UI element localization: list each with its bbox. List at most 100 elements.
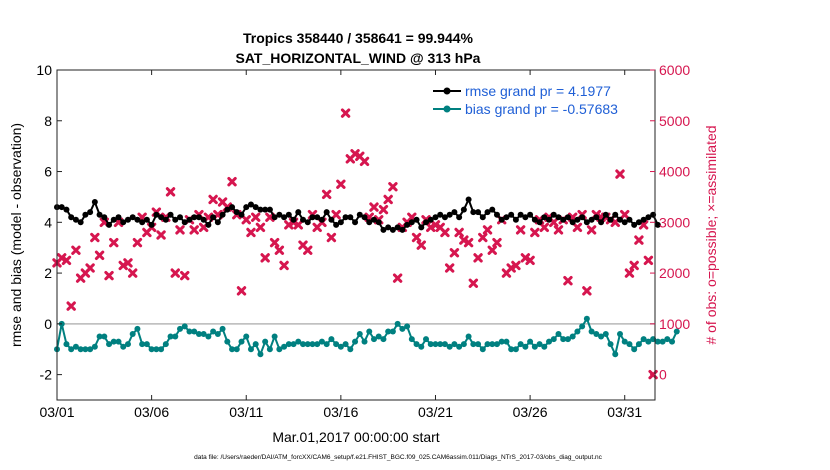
rmse-point-97 <box>512 216 519 223</box>
rmse-point-10 <box>101 214 108 221</box>
rmse-point-45 <box>266 206 273 213</box>
rmse-point-13 <box>115 214 122 221</box>
chart-title-line-1: Tropics 358440 / 358641 = 99.944% <box>243 30 474 46</box>
x-tick-label-3: 03/16 <box>323 404 358 420</box>
obs-marker-7 <box>85 263 95 273</box>
rmse-point-50 <box>290 216 297 223</box>
bias-point-128 <box>659 338 666 345</box>
obs-marker-100 <box>525 255 535 266</box>
x-axis-ticks: 03/01 03/06 03/11 03/16 03/21 03/26 03/31 <box>39 70 642 420</box>
obs-marker-85 <box>454 227 464 238</box>
obs-marker-39 <box>236 286 247 296</box>
obs-marker-84 <box>449 248 460 258</box>
rmse-point-9 <box>96 211 103 218</box>
x-tick-label-5: 03/26 <box>513 404 548 420</box>
bias-point-50 <box>290 341 297 348</box>
bias-point-15 <box>124 341 131 348</box>
rmse-point-4 <box>72 216 79 223</box>
bias-point-43 <box>257 351 264 358</box>
obs-marker-45 <box>265 212 275 222</box>
obs-marker-37 <box>227 176 237 187</box>
y-left-tick-label-1: 0 <box>44 316 52 332</box>
bias-point-3 <box>68 346 75 353</box>
rmse-point-48 <box>281 214 288 221</box>
bias-point-54 <box>309 341 316 348</box>
bias-point-76 <box>413 341 420 348</box>
obs-marker-98 <box>515 225 526 235</box>
bias-point-47 <box>276 346 283 353</box>
rmse-point-52 <box>300 216 307 223</box>
bias-point-77 <box>418 343 425 350</box>
bias-point-115 <box>598 333 605 340</box>
rmse-point-101 <box>531 216 538 223</box>
y-axis-right-ticks: 0 1000 2000 3000 4000 5000 6000 <box>650 62 690 383</box>
bias-point-96 <box>508 346 515 353</box>
obs-marker-24 <box>165 187 176 197</box>
rmse-point-14 <box>120 219 127 226</box>
legend: rmse grand pr = 4.1977 bias grand pr = -… <box>433 83 618 117</box>
bias-point-86 <box>460 341 467 348</box>
bias-point-112 <box>583 315 590 322</box>
bias-point-98 <box>517 341 524 348</box>
rmse-point-98 <box>517 211 524 218</box>
bias-point-91 <box>484 341 491 348</box>
obs-marker-82 <box>440 227 450 238</box>
bias-point-41 <box>247 346 254 353</box>
obs-marker-12 <box>109 237 119 248</box>
rmse-point-20 <box>148 221 155 228</box>
bias-point-92 <box>489 341 496 348</box>
obs-marker-106 <box>553 225 564 235</box>
obs-marker-113 <box>586 225 597 235</box>
rmse-point-73 <box>399 226 406 233</box>
bias-point-94 <box>498 338 505 345</box>
bias-point-119 <box>616 331 623 337</box>
obs-marker-2 <box>61 255 72 266</box>
rmse-point-42 <box>252 204 259 211</box>
obs-marker-40 <box>241 215 251 225</box>
rmse-point-93 <box>493 211 500 218</box>
obs-marker-76 <box>411 232 422 243</box>
bias-point-4 <box>72 343 79 350</box>
rmse-point-2 <box>63 206 70 213</box>
bias-point-65 <box>361 338 368 345</box>
obs-marker-72 <box>392 273 403 283</box>
rmse-point-72 <box>394 224 401 231</box>
rmse-point-103 <box>541 214 548 221</box>
rmse-point-41 <box>247 201 254 208</box>
obs-marker-43 <box>255 222 266 233</box>
bias-point-20 <box>148 346 155 353</box>
bias-point-107 <box>560 336 567 343</box>
rmse-point-68 <box>375 219 382 226</box>
rmse-point-118 <box>612 211 619 218</box>
rmse-point-124 <box>640 216 647 223</box>
legend-bias-marker <box>443 105 451 113</box>
rmse-point-7 <box>87 209 94 216</box>
obs-marker-91 <box>482 225 493 235</box>
bias-point-97 <box>512 346 519 353</box>
y-right-tick-label-2: 2000 <box>659 265 690 281</box>
obs-marker-48 <box>279 260 289 271</box>
obs-marker-3 <box>66 301 76 311</box>
bias-point-67 <box>370 336 377 343</box>
rmse-point-44 <box>262 206 269 213</box>
bias-point-42 <box>252 341 259 348</box>
rmse-point-47 <box>276 211 283 218</box>
rmse-point-40 <box>243 204 250 211</box>
rmse-point-30 <box>195 214 202 221</box>
rmse-point-109 <box>569 219 576 226</box>
bias-point-121 <box>626 341 633 348</box>
rmse-point-58 <box>328 216 335 223</box>
bias-point-21 <box>153 346 160 353</box>
bias-point-60 <box>337 343 344 350</box>
rmse-point-8 <box>91 199 98 205</box>
legend-rmse-marker <box>443 87 451 95</box>
obs-marker-87 <box>463 237 474 248</box>
obs-marker-83 <box>444 263 455 273</box>
rmse-point-75 <box>408 219 415 226</box>
obs-marker-60 <box>336 179 346 189</box>
y-right-tick-label-5: 5000 <box>659 113 690 129</box>
bias-point-71 <box>389 328 396 335</box>
rmse-point-36 <box>224 206 231 213</box>
obs-marker-125 <box>643 255 654 266</box>
